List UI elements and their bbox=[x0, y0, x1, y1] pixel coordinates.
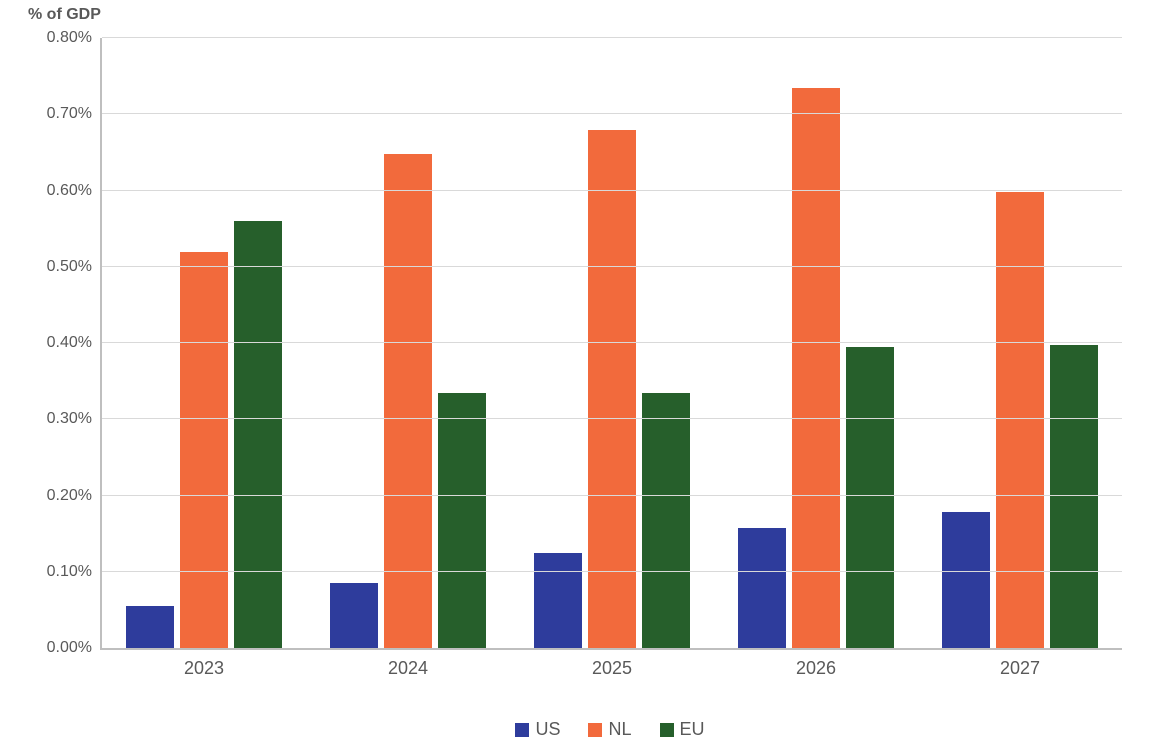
plot-area: 20232024202520262027 bbox=[100, 38, 1122, 650]
legend-swatch bbox=[660, 723, 674, 737]
bar-us bbox=[534, 553, 582, 648]
bar-nl bbox=[792, 88, 840, 648]
gridline bbox=[102, 266, 1122, 267]
x-tick-label: 2024 bbox=[306, 658, 510, 679]
bar-eu bbox=[846, 347, 894, 648]
legend-swatch bbox=[588, 723, 602, 737]
bar-group: 2026 bbox=[714, 38, 918, 648]
y-tick-label: 0.30% bbox=[12, 410, 92, 428]
legend-item-us: US bbox=[515, 719, 560, 740]
bar-group: 2024 bbox=[306, 38, 510, 648]
legend-label: NL bbox=[608, 719, 631, 740]
legend: US NL EU bbox=[100, 719, 1120, 740]
gridline bbox=[102, 418, 1122, 419]
legend-swatch bbox=[515, 723, 529, 737]
bar-group: 2025 bbox=[510, 38, 714, 648]
bar-eu bbox=[438, 393, 486, 648]
bar-groups: 20232024202520262027 bbox=[102, 38, 1122, 648]
y-axis-title: % of GDP bbox=[28, 6, 101, 24]
x-tick-label: 2023 bbox=[102, 658, 306, 679]
y-tick-label: 0.00% bbox=[12, 639, 92, 657]
gridline bbox=[102, 495, 1122, 496]
bar-cluster bbox=[534, 38, 689, 648]
bar-us bbox=[738, 528, 786, 648]
gridline bbox=[102, 571, 1122, 572]
legend-label: EU bbox=[680, 719, 705, 740]
y-tick-label: 0.80% bbox=[12, 29, 92, 47]
bar-nl bbox=[180, 252, 228, 649]
gridline bbox=[102, 342, 1122, 343]
gridline bbox=[102, 113, 1122, 114]
bar-cluster bbox=[942, 38, 1097, 648]
bar-eu bbox=[642, 393, 690, 648]
legend-item-nl: NL bbox=[588, 719, 631, 740]
bar-nl bbox=[996, 192, 1044, 648]
x-tick-label: 2026 bbox=[714, 658, 918, 679]
gridline bbox=[102, 37, 1122, 38]
bar-us bbox=[942, 512, 990, 648]
bar-group: 2027 bbox=[918, 38, 1122, 648]
bar-cluster bbox=[738, 38, 893, 648]
gdp-chart: % of GDP 20232024202520262027 US NL EU 0.0… bbox=[0, 0, 1150, 750]
bar-eu bbox=[1050, 345, 1098, 648]
legend-item-eu: EU bbox=[660, 719, 705, 740]
bar-cluster bbox=[126, 38, 281, 648]
bar-us bbox=[330, 583, 378, 648]
bar-nl bbox=[384, 154, 432, 648]
x-tick-label: 2027 bbox=[918, 658, 1122, 679]
y-tick-label: 0.50% bbox=[12, 258, 92, 276]
x-tick-label: 2025 bbox=[510, 658, 714, 679]
y-tick-label: 0.60% bbox=[12, 182, 92, 200]
bar-eu bbox=[234, 221, 282, 648]
y-tick-label: 0.70% bbox=[12, 105, 92, 123]
gridline bbox=[102, 190, 1122, 191]
y-tick-label: 0.10% bbox=[12, 563, 92, 581]
bar-group: 2023 bbox=[102, 38, 306, 648]
y-tick-label: 0.40% bbox=[12, 334, 92, 352]
bar-cluster bbox=[330, 38, 485, 648]
legend-label: US bbox=[535, 719, 560, 740]
bar-us bbox=[126, 606, 174, 648]
y-tick-label: 0.20% bbox=[12, 487, 92, 505]
